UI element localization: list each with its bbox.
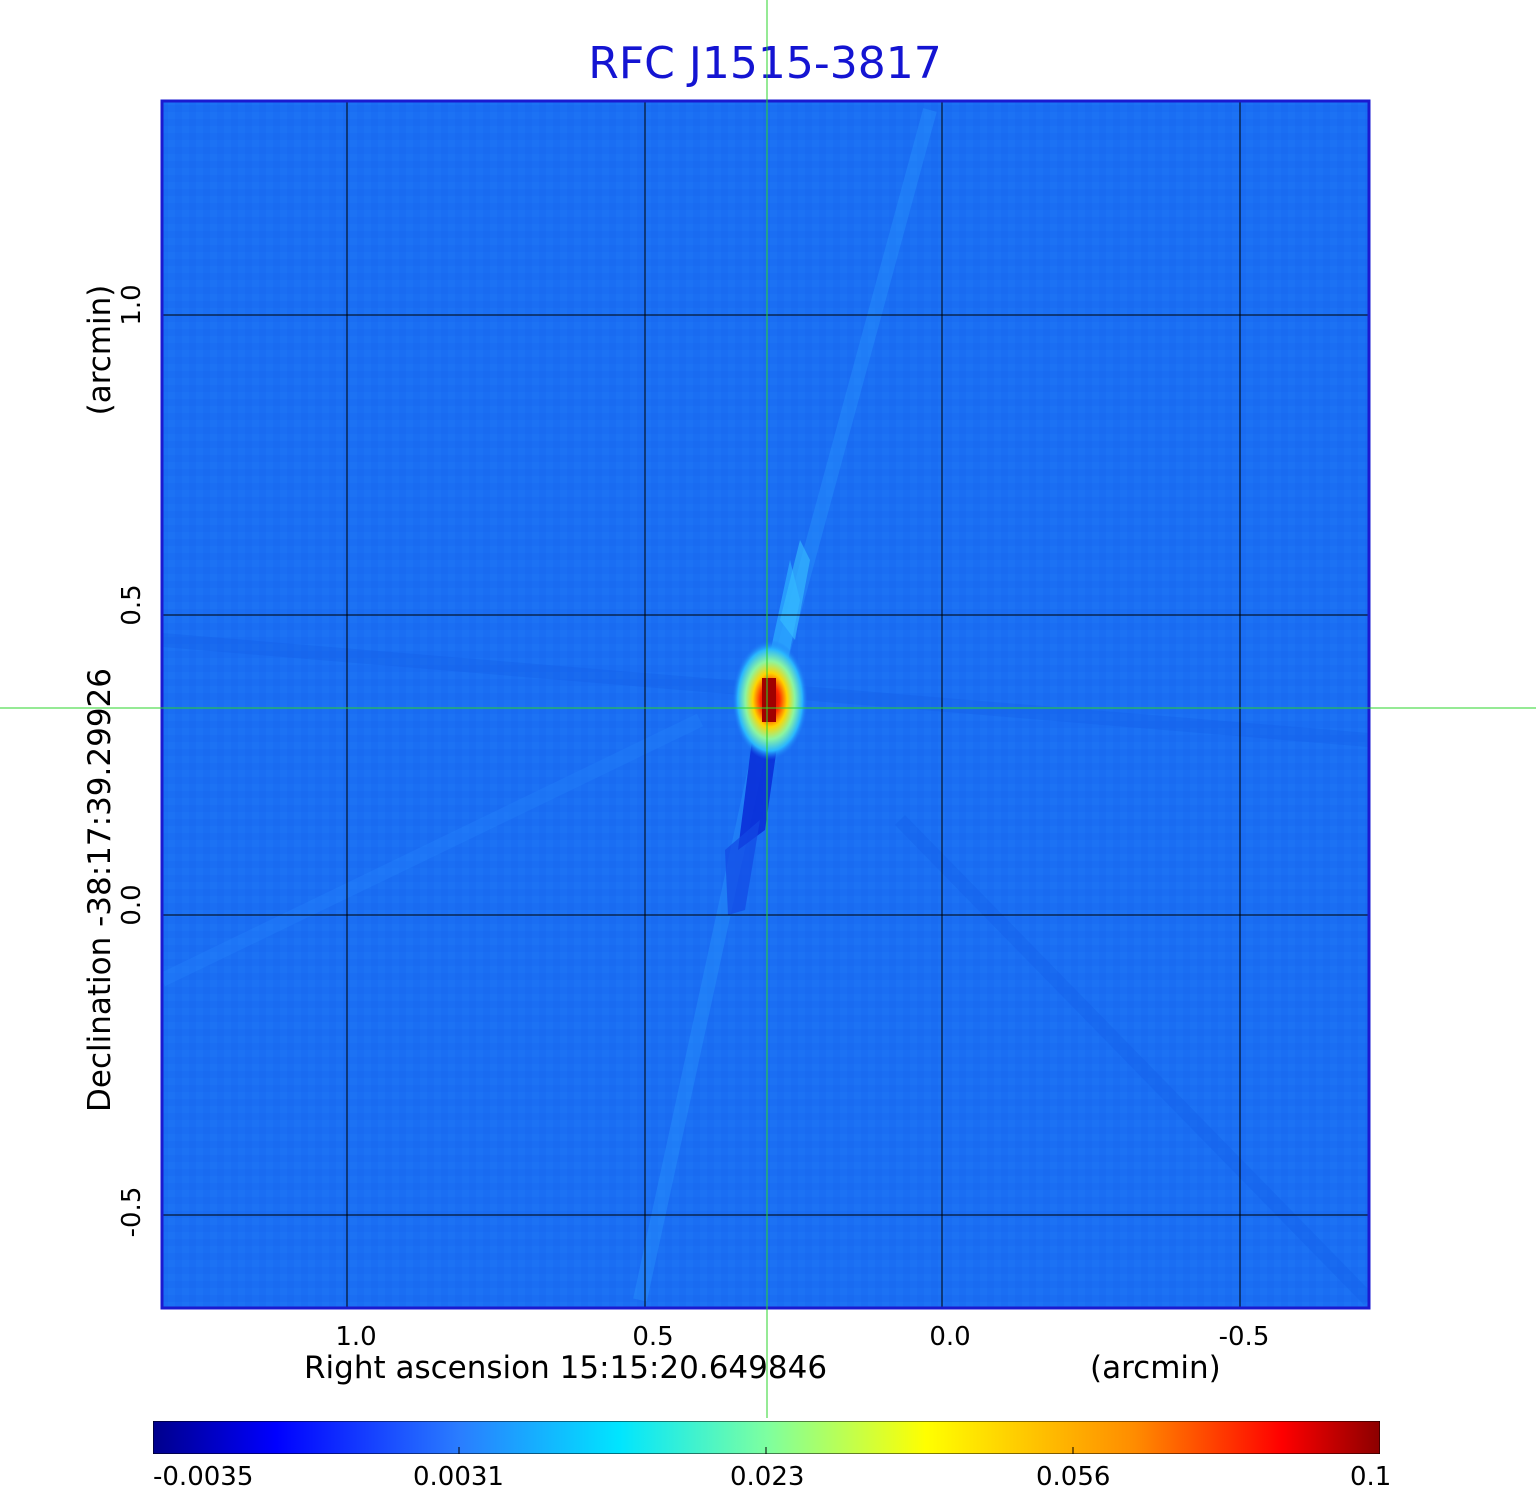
x-tick-label: 0.5: [632, 1322, 674, 1352]
image-pixels: [162, 101, 1369, 1308]
y-axis-unit: (arcmin): [82, 284, 118, 416]
colorbar-tick-label: 0.056: [1036, 1462, 1111, 1492]
colorbar-tick-label: 0.023: [730, 1462, 805, 1492]
coordinate-grid: [162, 101, 1369, 1308]
x-tick-label: -0.5: [1218, 1322, 1270, 1352]
colorbar-tick-label: 0.0031: [413, 1462, 504, 1492]
y-tick-label: 1.0: [117, 284, 147, 326]
y-tick-label: 0.0: [117, 884, 147, 926]
colorbar-tick-label: -0.0035: [153, 1462, 254, 1492]
y-tick-label: 0.5: [117, 584, 147, 626]
x-axis-label: Right ascension 15:15:20.649846: [304, 1350, 828, 1386]
x-tick-label: 0.0: [929, 1322, 971, 1352]
crosshair: [0, 0, 1536, 1418]
colorbar-tick-label: 0.1: [1350, 1462, 1392, 1492]
y-tick-label: -0.5: [117, 1186, 147, 1238]
x-axis-unit: (arcmin): [1090, 1350, 1221, 1386]
plot-frame: [160, 99, 1371, 1310]
x-tick-label: 1.0: [335, 1322, 377, 1352]
y-axis-label: Declination -38:17:39.29926: [82, 668, 118, 1112]
plot-title: RFC J1515-3817: [588, 38, 942, 89]
colorbar: [153, 1421, 1380, 1454]
